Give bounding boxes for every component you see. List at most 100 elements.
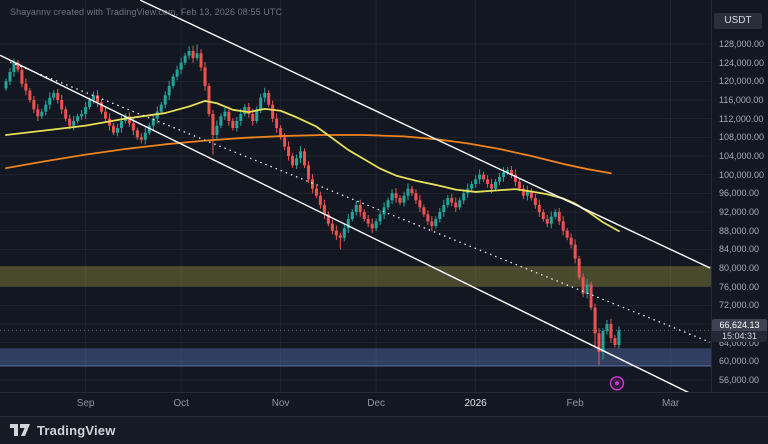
candle-body [474,179,478,184]
time-tick: Sep [76,398,95,409]
candle-body [191,51,195,58]
candle-body [502,172,505,177]
candle-body [342,228,346,238]
candle-body [573,244,577,259]
candle-body [283,137,287,147]
candle-body [219,116,223,126]
candle-body [20,69,24,84]
candle-body [529,191,533,198]
candle-body [358,205,362,212]
candle-body [330,223,334,231]
price-axis[interactable]: 128,000.00 124,000.00 120,000.00 116,000.00… [711,0,768,392]
trendlines[interactable] [0,0,711,392]
candle-body [314,188,318,196]
price-chart-canvas[interactable] [0,0,711,392]
candle-body [334,230,338,236]
candle-body [306,165,310,180]
candle-body [251,114,255,121]
candle-body [597,333,601,352]
candle-body [231,121,235,128]
ma-fast-line[interactable] [5,100,620,233]
descending-dotted-trendline[interactable] [9,61,711,343]
candle-body [52,93,56,98]
candle-body [76,116,80,121]
candle-body [382,207,386,215]
candle-body [223,111,227,117]
tradingview-logo-text: TradingView [37,422,116,438]
candle-body [207,86,211,114]
candle-body [442,205,446,212]
candle-body [111,125,115,133]
candle-body [183,55,187,63]
candle-body [438,212,442,219]
candle-body [84,107,88,114]
price-zones[interactable] [0,266,711,367]
candle-body [557,212,561,222]
candle-body [494,181,498,189]
candle-body [255,109,259,121]
candle-body [370,223,374,229]
candle-body [454,202,458,208]
candle-body [521,188,525,196]
candle-body [398,198,402,203]
candle-body [243,107,247,114]
candle-body [60,100,64,110]
support-zone [0,348,711,366]
price-tick: 108,000.00 [719,132,765,143]
candle-body [195,53,199,58]
candle-body [386,200,390,208]
ma-slow-line[interactable] [5,134,612,175]
candle-body [4,81,8,89]
candle-body [155,111,159,119]
currency-unit-button[interactable]: USDT [714,13,762,29]
price-tick: 72,000.00 [719,300,760,311]
candle-body [127,116,131,124]
candle-body [100,102,104,112]
candle-body [354,205,358,212]
candle-body [72,121,76,126]
time-tick: Nov [271,398,290,409]
candle-body [374,221,378,229]
candle-body [509,170,513,175]
candle-body [203,67,207,86]
candle-body [187,51,191,56]
candle-body [410,188,414,194]
price-tick: 124,000.00 [719,57,765,68]
last-price-value: 66,624.13 [712,319,767,332]
price-tick: 96,000.00 [719,188,760,199]
candle-body [291,156,295,166]
candle-body [28,90,32,100]
target-marker[interactable] [609,376,625,391]
candle-body [36,109,40,117]
descending-channel-lower[interactable] [0,54,700,392]
descending-channel-upper[interactable] [139,0,711,269]
candle-body [211,114,215,135]
candle-body [422,207,426,215]
candle-body [585,284,589,294]
candle-body [366,219,370,224]
candlestick-series[interactable] [4,44,621,366]
candle-body [151,118,155,126]
price-tick: 116,000.00 [719,95,764,105]
candle-body [601,331,605,352]
candle-body [88,100,92,107]
candle-body [450,198,454,203]
candle-body [533,198,537,205]
candle-body [279,128,283,138]
candle-body [553,212,557,217]
candle-body [175,69,179,77]
candle-body [418,200,422,208]
candle-body [135,130,139,138]
time-tick: 2026 [464,398,487,409]
candle-body [470,184,474,189]
candle-body [561,221,565,231]
candle-body [295,158,299,166]
tradingview-logo-icon [10,424,30,436]
tradingview-logo[interactable]: TradingView [9,422,116,438]
time-tick: Mar [662,398,680,409]
time-axis[interactable]: Sep Oct Nov Dec 2026 Feb Mar [0,392,768,417]
candle-body [96,95,100,103]
candle-body [235,121,239,128]
candle-body [362,212,366,219]
